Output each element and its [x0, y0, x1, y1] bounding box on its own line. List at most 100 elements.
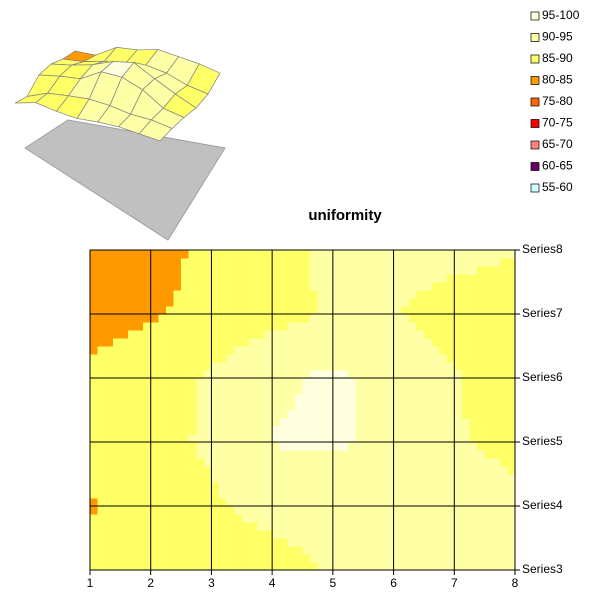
contour-cell: [264, 338, 273, 347]
contour-cell: [264, 402, 273, 411]
contour-cell: [317, 562, 326, 571]
contour-cell: [165, 554, 175, 563]
contour-cell: [264, 362, 273, 371]
contour-cell: [150, 514, 159, 523]
contour-cell: [241, 522, 250, 531]
contour-cell: [332, 378, 342, 387]
contour-cell: [219, 442, 228, 451]
contour-cell: [340, 314, 349, 323]
contour-cell: [355, 394, 364, 403]
y-tick-label: Series8: [522, 242, 563, 256]
contour-cell: [378, 394, 387, 403]
contour-cell: [264, 434, 273, 443]
contour-cell: [249, 490, 258, 499]
contour-cell: [241, 354, 250, 363]
contour-cell: [393, 418, 402, 427]
contour-cell: [355, 562, 364, 571]
contour-cell: [272, 346, 281, 355]
contour-cell: [439, 282, 448, 291]
contour-cell: [249, 378, 258, 387]
contour-cell: [370, 362, 379, 371]
contour-cell: [203, 442, 213, 451]
contour-cell: [461, 258, 471, 267]
contour-cell: [423, 474, 433, 483]
contour-cell: [256, 498, 266, 507]
contour-cell: [416, 290, 425, 299]
contour-cell: [150, 530, 159, 539]
contour-cell: [279, 330, 288, 339]
contour-cell: [363, 562, 372, 571]
contour-cell: [294, 490, 304, 499]
contour-cell: [439, 394, 448, 403]
contour-cell: [120, 250, 129, 259]
contour-cell: [272, 314, 281, 323]
contour-cell: [439, 402, 448, 411]
contour-cell: [112, 306, 121, 315]
contour-cell: [416, 514, 425, 523]
contour-cell: [484, 490, 493, 499]
contour-cell: [249, 458, 258, 467]
contour-cell: [401, 482, 410, 491]
contour-cell: [454, 314, 463, 323]
contour-cell: [469, 498, 478, 507]
contour-cell: [226, 538, 235, 547]
contour-cell: [332, 290, 342, 299]
contour-cell: [241, 298, 250, 307]
contour-cell: [135, 442, 144, 451]
contour-cell: [499, 370, 509, 379]
contour-cell: [219, 546, 228, 555]
contour-cell: [355, 322, 364, 331]
contour-cell: [249, 298, 258, 307]
contour-cell: [127, 394, 137, 403]
contour-cell: [385, 546, 395, 555]
contour-cell: [234, 482, 243, 491]
contour-cell: [120, 466, 129, 475]
contour-cell: [150, 322, 159, 331]
contour-cell: [325, 514, 334, 523]
contour-cell: [332, 266, 342, 275]
contour-cell: [416, 410, 425, 419]
contour-cell: [181, 450, 190, 459]
contour-cell: [105, 346, 114, 355]
contour-cell: [287, 474, 296, 483]
contour-cell: [393, 250, 402, 259]
contour-cell: [340, 362, 349, 371]
contour-cell: [256, 266, 266, 275]
contour-cell: [158, 426, 167, 435]
contour-cell: [97, 418, 106, 427]
x-tick-label: 8: [512, 576, 519, 590]
contour-cell: [408, 450, 417, 459]
contour-cell: [385, 306, 395, 315]
contour-cell: [469, 402, 478, 411]
contour-cell: [173, 354, 182, 363]
contour-cell: [105, 306, 114, 315]
contour-cell: [348, 394, 357, 403]
contour-cell: [211, 426, 220, 435]
contour-cell: [317, 274, 326, 283]
contour-cell: [234, 418, 243, 427]
contour-cell: [378, 562, 387, 571]
contour-cell: [310, 378, 319, 387]
contour-cell: [340, 298, 349, 307]
contour-cell: [499, 394, 509, 403]
contour-cell: [90, 426, 99, 435]
contour-cell: [181, 458, 190, 467]
contour-cell: [241, 546, 250, 555]
contour-cell: [143, 282, 152, 291]
contour-cell: [302, 490, 311, 499]
contour-cell: [97, 378, 106, 387]
contour-cell: [385, 474, 395, 483]
contour-cell: [378, 490, 387, 499]
contour-cell: [385, 354, 395, 363]
contour-cell: [446, 506, 455, 515]
contour-cell: [408, 282, 417, 291]
contour-cell: [431, 418, 440, 427]
contour-cell: [363, 354, 372, 363]
contour-cell: [484, 266, 493, 275]
contour-cell: [408, 522, 417, 531]
contour-cell: [317, 290, 326, 299]
contour-cell: [499, 258, 509, 267]
contour-cell: [469, 330, 478, 339]
contour-cell: [294, 546, 304, 555]
contour-cell: [264, 258, 273, 267]
